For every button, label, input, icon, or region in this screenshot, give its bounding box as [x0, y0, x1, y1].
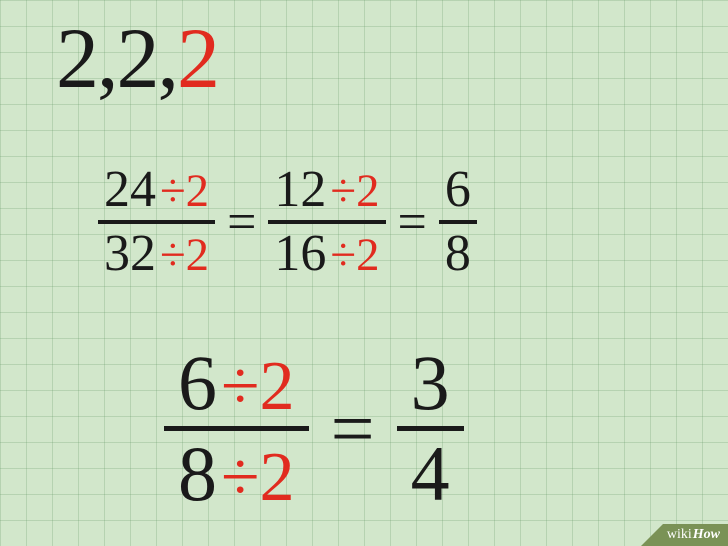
- divisor-1: 2: [56, 10, 97, 106]
- numerator: 6: [178, 344, 217, 422]
- numerator: 6: [445, 164, 471, 216]
- divisor-list: 2,2,2: [56, 8, 218, 108]
- equals-sign: =: [227, 193, 256, 252]
- op-divide-num: ÷2: [221, 351, 295, 421]
- fraction-6-8: 6 8: [439, 162, 477, 282]
- op-divide-den: ÷2: [221, 442, 295, 512]
- denominator: 4: [411, 435, 450, 513]
- comma-1: ,: [97, 10, 117, 106]
- fraction-bar: [98, 220, 215, 224]
- denominator: 32: [104, 228, 156, 280]
- denominator: 8: [445, 228, 471, 280]
- fraction-bar: [268, 220, 385, 224]
- numerator: 24: [104, 164, 156, 216]
- op-divide-num: ÷2: [330, 168, 379, 215]
- watermark-triangle: [641, 524, 663, 546]
- equals-sign: =: [331, 384, 375, 474]
- comma-2: ,: [158, 10, 178, 106]
- watermark-label: wikiHow: [663, 524, 728, 546]
- fraction-3-4: 3 4: [397, 342, 464, 515]
- watermark-text-2: How: [693, 527, 720, 543]
- op-divide-den: ÷2: [160, 232, 209, 279]
- fraction-6-8-big: 6 ÷2 8 ÷2: [164, 342, 309, 515]
- denominator: 8: [178, 435, 217, 513]
- numerator: 3: [411, 344, 450, 422]
- denominator: 16: [274, 228, 326, 280]
- op-divide-den: ÷2: [330, 232, 379, 279]
- equation-row-1: 24 ÷2 32 ÷2 = 12 ÷2 16 ÷2 = 6 8: [98, 162, 477, 282]
- op-divide-num: ÷2: [160, 168, 209, 215]
- divisor-2: 2: [117, 10, 158, 106]
- wikihow-watermark: wikiHow: [641, 524, 728, 546]
- watermark-text-1: wiki: [667, 527, 692, 543]
- equation-row-2: 6 ÷2 8 ÷2 = 3 4: [164, 342, 464, 515]
- fraction-12-16: 12 ÷2 16 ÷2: [268, 162, 385, 282]
- equals-sign: =: [398, 193, 427, 252]
- fraction-bar: [439, 220, 477, 224]
- math-content: 2,2,2 24 ÷2 32 ÷2 = 12 ÷2 16 ÷2: [0, 0, 728, 546]
- fraction-24-32: 24 ÷2 32 ÷2: [98, 162, 215, 282]
- numerator: 12: [274, 164, 326, 216]
- divisor-3: 2: [177, 10, 218, 106]
